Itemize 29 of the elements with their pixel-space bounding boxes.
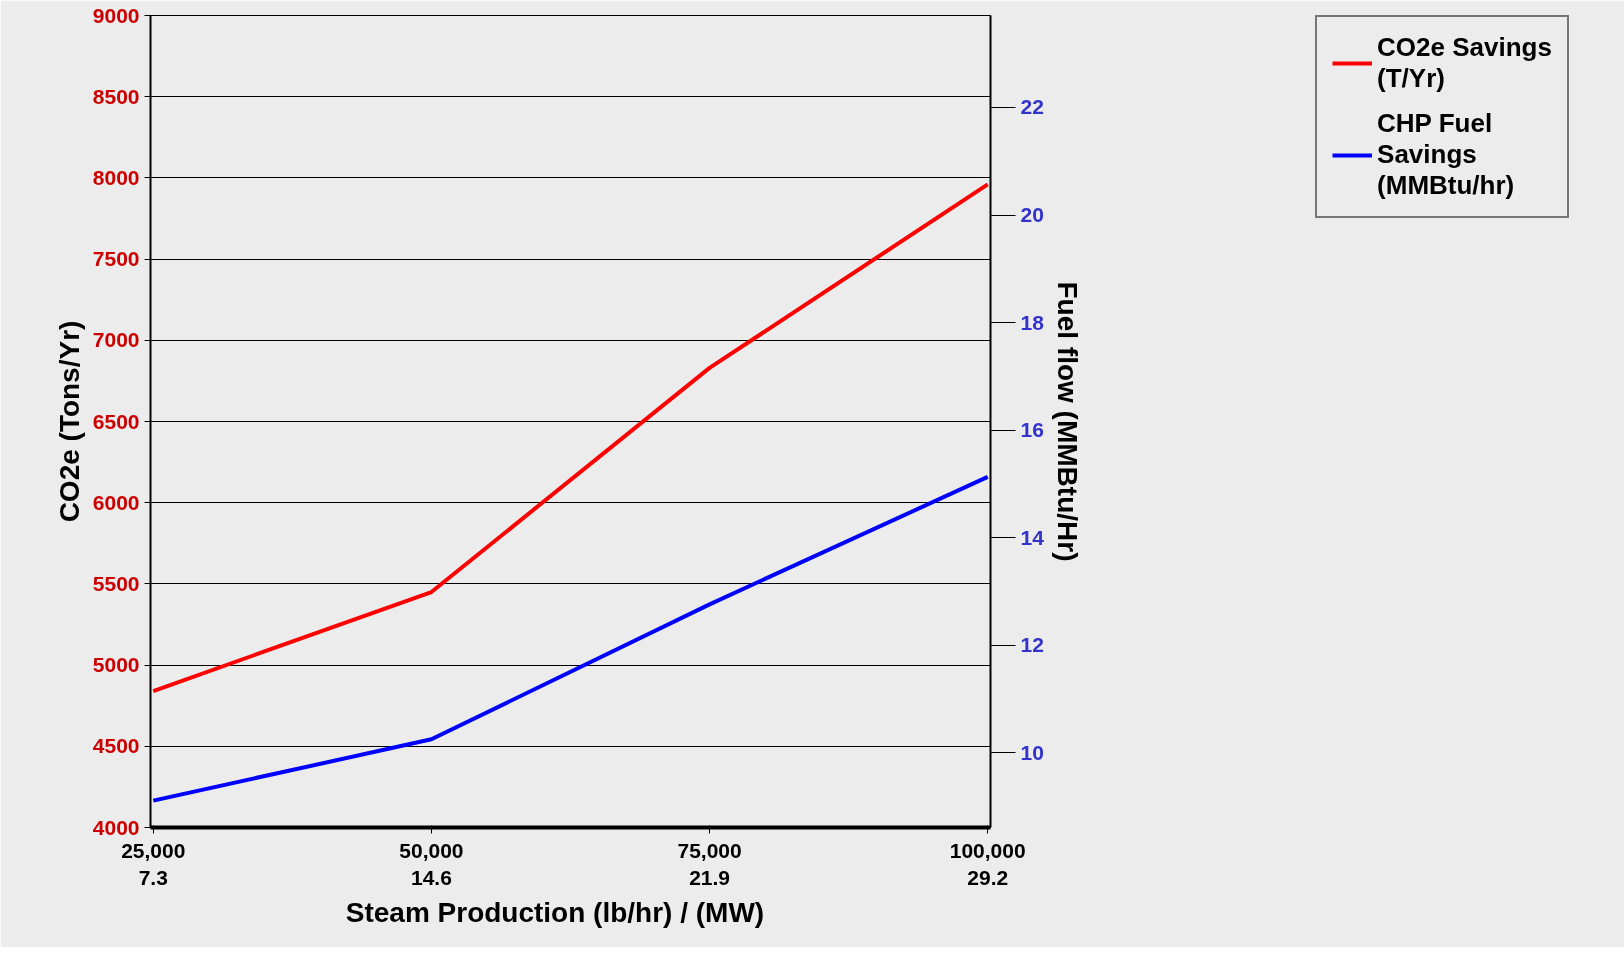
y-tick-label: 5000 bbox=[92, 653, 140, 677]
y-tick-label: 6500 bbox=[92, 409, 140, 433]
y-axis-title: CO2e (Tons/Yr) bbox=[53, 320, 85, 523]
y-tick-label: 7000 bbox=[92, 328, 140, 352]
y2-tick-label: 12 bbox=[1020, 633, 1044, 657]
y2-tick-label: 20 bbox=[1020, 203, 1044, 226]
y-tick-label: 4500 bbox=[92, 734, 140, 758]
legend-label: CHP Fuel Savings (MMBtu/hr) bbox=[1377, 108, 1515, 201]
y-tick-label: 4000 bbox=[92, 815, 140, 839]
y2-tick-label: 14 bbox=[1020, 525, 1045, 549]
y-tick-label: 5500 bbox=[92, 571, 140, 595]
x-tick-label: 100,000 29.2 bbox=[949, 838, 1026, 890]
y-tick-label: 6000 bbox=[92, 490, 140, 514]
x-axis-title: Steam Production (lb/hr) / (MW) bbox=[345, 897, 765, 929]
legend-label: CO2e Savings (T/Yr) bbox=[1377, 32, 1552, 94]
x-tick-label: 75,000 21.9 bbox=[677, 838, 742, 890]
y-tick-label: 9000 bbox=[92, 3, 140, 27]
y2-axis-title: Fuel flow (MMBtu/Hr) bbox=[1051, 281, 1083, 562]
y2-tick-label: 22 bbox=[1020, 95, 1044, 119]
y-tick-label: 8500 bbox=[92, 84, 140, 108]
y2-tick-label: 10 bbox=[1020, 740, 1044, 764]
line-series bbox=[151, 182, 990, 694]
y-tick-label: 8000 bbox=[92, 165, 140, 189]
line-series bbox=[151, 474, 990, 803]
y2-tick-label: 16 bbox=[1020, 418, 1044, 442]
y2-tick-label: 18 bbox=[1020, 310, 1045, 334]
x-tick-label: 25,000 7.3 bbox=[121, 838, 186, 890]
y-tick-label: 7500 bbox=[92, 247, 140, 271]
x-tick-label: 50,000 14.6 bbox=[399, 838, 464, 890]
